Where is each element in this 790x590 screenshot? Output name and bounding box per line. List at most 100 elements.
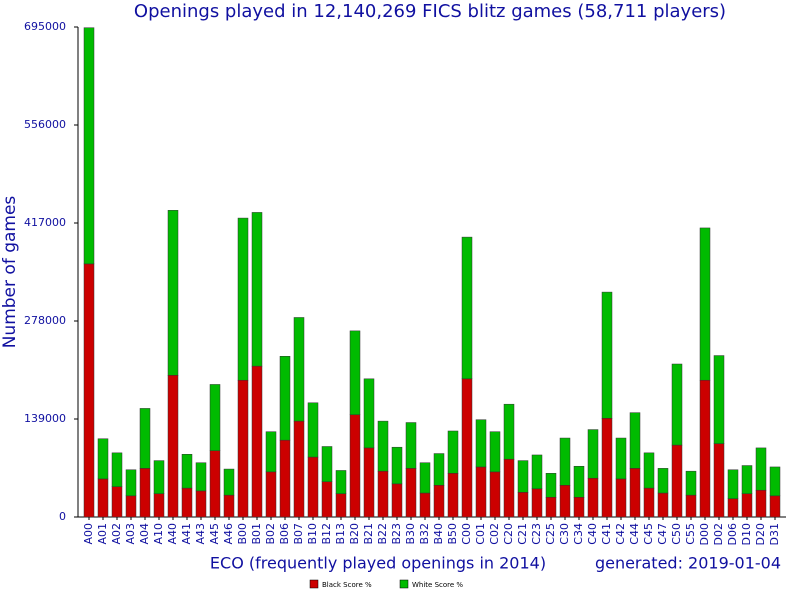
bar-segment bbox=[699, 379, 711, 518]
bar-segment bbox=[209, 384, 221, 451]
bar-segment bbox=[181, 487, 193, 518]
bar-segment bbox=[377, 420, 389, 472]
bar-segment bbox=[97, 438, 109, 480]
bar-segment bbox=[503, 403, 515, 460]
x-tick-label: C02 bbox=[488, 523, 501, 545]
bar-segment bbox=[433, 485, 445, 518]
bar-segment bbox=[685, 494, 697, 518]
x-tick-label: B00 bbox=[236, 523, 249, 545]
bar-segment bbox=[727, 498, 739, 518]
bar-segment bbox=[741, 493, 753, 518]
bar-segment bbox=[559, 437, 571, 486]
bar-segment bbox=[391, 446, 403, 485]
x-tick-label: D06 bbox=[726, 523, 739, 545]
x-tick-label: B50 bbox=[446, 523, 459, 545]
x-tick-label: A02 bbox=[110, 523, 123, 545]
x-tick-label: C41 bbox=[600, 523, 613, 545]
generated-note: generated: 2019-01-04 bbox=[595, 554, 781, 573]
bar-segment bbox=[755, 489, 767, 518]
x-tick-label: C40 bbox=[586, 523, 599, 545]
bar-segment bbox=[643, 452, 655, 489]
bar-segment bbox=[307, 456, 319, 518]
bar-segment bbox=[321, 481, 333, 518]
x-tick-label: C00 bbox=[460, 523, 473, 545]
y-tick-label: 0 bbox=[59, 510, 66, 523]
x-tick-label: B40 bbox=[432, 523, 445, 545]
bar-segment bbox=[265, 471, 277, 518]
bar-segment bbox=[587, 429, 599, 479]
bar-segment bbox=[153, 493, 165, 518]
x-tick-label: B13 bbox=[334, 523, 347, 545]
bar-segment bbox=[447, 473, 459, 518]
y-tick-label: 417000 bbox=[24, 216, 66, 229]
bar-segment bbox=[643, 487, 655, 518]
bar-segment bbox=[349, 330, 361, 416]
bar-segment bbox=[727, 469, 739, 499]
x-tick-label: D02 bbox=[712, 523, 725, 545]
bar-segment bbox=[573, 465, 585, 498]
x-tick-label: C34 bbox=[572, 523, 585, 545]
chart-title: Openings played in 12,140,269 FICS blitz… bbox=[134, 1, 726, 22]
bar-segment bbox=[125, 495, 137, 518]
bar-segment bbox=[349, 414, 361, 518]
x-tick-label: B07 bbox=[292, 523, 305, 545]
bar-segment bbox=[125, 469, 137, 497]
x-tick-label: A46 bbox=[222, 523, 235, 545]
bar-segment bbox=[489, 471, 501, 518]
bar-segment bbox=[657, 468, 669, 494]
x-tick-label: C01 bbox=[474, 523, 487, 545]
bar-segment bbox=[97, 478, 109, 518]
x-tick-label: B12 bbox=[320, 523, 333, 545]
bar-segment bbox=[419, 492, 431, 518]
x-tick-label: C21 bbox=[516, 523, 529, 545]
bar-segment bbox=[671, 363, 683, 446]
bar-segment bbox=[195, 462, 207, 492]
bar-segment bbox=[461, 378, 473, 518]
bar-segment bbox=[237, 217, 249, 381]
bar-segment bbox=[769, 495, 781, 518]
x-tick-label: D00 bbox=[698, 523, 711, 545]
bar-segment bbox=[741, 465, 753, 494]
bar-segment bbox=[447, 430, 459, 474]
bar-segment bbox=[279, 356, 291, 441]
bar-segment bbox=[391, 483, 403, 518]
bar-segment bbox=[629, 468, 641, 518]
bar-segment bbox=[139, 468, 151, 518]
bar-segment bbox=[293, 420, 305, 518]
x-tick-label: C45 bbox=[642, 523, 655, 545]
bar-segment bbox=[517, 492, 529, 518]
x-tick-label: A45 bbox=[208, 523, 221, 545]
x-tick-label: A03 bbox=[124, 523, 137, 545]
bar-segment bbox=[83, 27, 95, 265]
bar-segment bbox=[363, 378, 375, 449]
x-tick-label: C23 bbox=[530, 523, 543, 545]
bar-segment bbox=[223, 468, 235, 496]
x-tick-label: C30 bbox=[558, 523, 571, 545]
legend-label: Black Score % bbox=[322, 581, 372, 589]
y-tick-label: 695000 bbox=[24, 20, 66, 33]
x-tick-label: B06 bbox=[278, 523, 291, 545]
bar-segment bbox=[335, 470, 347, 494]
bar-segment bbox=[251, 212, 263, 367]
x-tick-label: A10 bbox=[152, 523, 165, 545]
bar-segment bbox=[713, 355, 725, 444]
y-axis-label: Number of games bbox=[0, 196, 20, 349]
bar-segment bbox=[265, 431, 277, 473]
bar-segment bbox=[601, 418, 613, 518]
x-tick-label: B22 bbox=[376, 523, 389, 545]
bar-segment bbox=[559, 485, 571, 518]
bar-segment bbox=[615, 478, 627, 518]
x-tick-label: B23 bbox=[390, 523, 403, 545]
bar-segment bbox=[405, 422, 417, 469]
bar-segment bbox=[475, 466, 487, 518]
bar-segment bbox=[321, 446, 333, 482]
bar-segment bbox=[335, 493, 347, 518]
x-tick-label: C44 bbox=[628, 523, 641, 545]
bar-segment bbox=[713, 443, 725, 518]
x-tick-label: C25 bbox=[544, 523, 557, 545]
bar-segment bbox=[167, 210, 179, 376]
bar-segment bbox=[405, 468, 417, 518]
bar-segment bbox=[139, 408, 151, 469]
bar-segment bbox=[531, 488, 543, 518]
x-tick-label: A04 bbox=[138, 523, 151, 545]
